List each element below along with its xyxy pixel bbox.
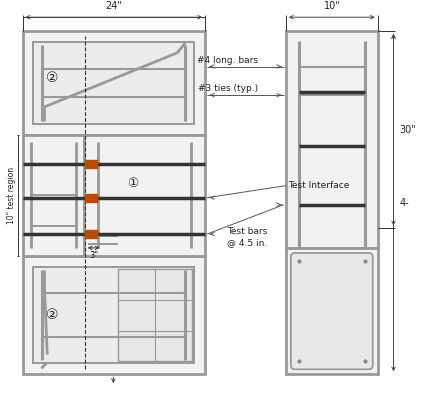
Bar [118, 269, 192, 361]
Text: #3 ties (typ.): #3 ties (typ.) [198, 84, 258, 93]
Bar [286, 248, 378, 374]
Text: Test bars
@ 4.5 in.: Test bars @ 4.5 in. [228, 227, 268, 247]
Text: ②: ② [46, 308, 58, 322]
Text: 24": 24" [105, 1, 122, 11]
Bar [85, 160, 96, 168]
Bar [22, 31, 205, 135]
Text: ②: ② [46, 71, 58, 85]
Bar [85, 194, 96, 202]
Text: 10": 10" [324, 1, 340, 11]
Bar [286, 31, 378, 248]
Text: ①: ① [127, 177, 139, 190]
Text: 10" test region: 10" test region [7, 167, 16, 224]
Bar [22, 135, 84, 256]
Text: #4 long. bars: #4 long. bars [197, 56, 258, 65]
Text: 30": 30" [399, 125, 416, 135]
Text: 3": 3" [89, 251, 98, 260]
FancyBboxPatch shape [291, 253, 373, 369]
Bar [33, 267, 194, 363]
Text: Test Interface: Test Interface [288, 181, 349, 190]
Bar [33, 42, 194, 124]
Bar [85, 230, 96, 238]
Bar [22, 256, 205, 374]
Text: 4-: 4- [399, 198, 409, 208]
Bar [84, 135, 205, 256]
